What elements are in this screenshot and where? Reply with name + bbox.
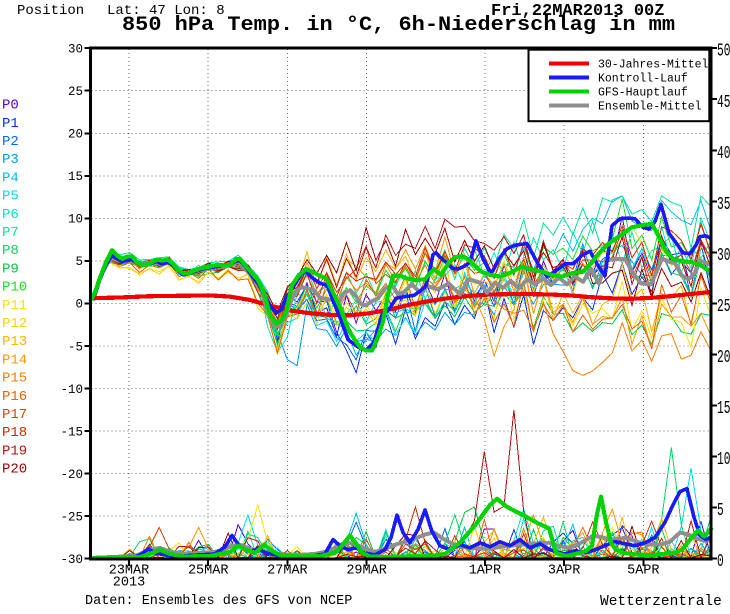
svg-text:Position: Position <box>17 3 84 19</box>
svg-text:5: 5 <box>717 500 724 521</box>
svg-text:0: 0 <box>717 551 724 572</box>
svg-text:10: 10 <box>68 213 83 227</box>
svg-text:Kontroll-Lauf: Kontroll-Lauf <box>598 73 688 86</box>
svg-text:30: 30 <box>68 43 83 57</box>
svg-text:20: 20 <box>717 347 730 368</box>
svg-text:Fri,22MAR2013 00Z: Fri,22MAR2013 00Z <box>491 2 664 21</box>
svg-text:25: 25 <box>68 85 83 99</box>
svg-text:25: 25 <box>717 296 730 317</box>
svg-text:P13: P13 <box>2 334 27 350</box>
svg-text:35: 35 <box>717 194 730 215</box>
svg-text:GFS-Hauptlauf: GFS-Hauptlauf <box>598 87 688 100</box>
svg-text:15: 15 <box>68 170 83 184</box>
svg-text:0: 0 <box>75 298 83 312</box>
svg-text:25MAR: 25MAR <box>188 564 229 579</box>
svg-text:-15: -15 <box>60 425 83 439</box>
svg-text:P0: P0 <box>2 98 19 114</box>
svg-text:-10: -10 <box>60 383 83 397</box>
svg-text:3APR: 3APR <box>548 564 580 579</box>
svg-text:P3: P3 <box>2 152 19 168</box>
svg-text:P1: P1 <box>2 116 19 132</box>
svg-text:30: 30 <box>717 245 730 266</box>
svg-text:40: 40 <box>717 143 730 164</box>
svg-text:P16: P16 <box>2 389 27 405</box>
svg-text:Ensemble-Mittel: Ensemble-Mittel <box>598 101 702 114</box>
svg-text:5: 5 <box>75 255 83 269</box>
svg-text:50: 50 <box>717 41 730 62</box>
svg-text:29MAR: 29MAR <box>346 564 387 579</box>
svg-text:P4: P4 <box>2 170 19 186</box>
svg-text:P17: P17 <box>2 407 27 423</box>
svg-text:27MAR: 27MAR <box>267 564 308 579</box>
svg-text:P5: P5 <box>2 189 19 205</box>
svg-text:P20: P20 <box>2 462 27 478</box>
svg-text:23MAR: 23MAR <box>109 564 150 579</box>
svg-text:10: 10 <box>717 449 730 470</box>
svg-text:Daten: Ensembles des GFS von N: Daten: Ensembles des GFS von NCEP <box>85 594 352 609</box>
svg-text:P9: P9 <box>2 261 19 277</box>
svg-text:P8: P8 <box>2 243 19 259</box>
svg-text:850 hPa Temp. in °C, 6h-Nieder: 850 hPa Temp. in °C, 6h-Niederschlag in … <box>122 14 675 37</box>
svg-text:P10: P10 <box>2 280 27 296</box>
svg-text:2013: 2013 <box>113 576 145 591</box>
svg-text:P19: P19 <box>2 443 27 459</box>
svg-text:P7: P7 <box>2 225 19 241</box>
svg-text:45: 45 <box>717 92 730 113</box>
svg-text:P15: P15 <box>2 371 27 387</box>
svg-text:1APR: 1APR <box>469 564 501 579</box>
svg-text:-20: -20 <box>60 468 83 482</box>
svg-text:-25: -25 <box>60 510 83 524</box>
svg-text:30-Jahres-Mittel: 30-Jahres-Mittel <box>598 59 709 72</box>
svg-text:P11: P11 <box>2 298 27 314</box>
svg-text:15: 15 <box>717 398 730 419</box>
svg-text:P2: P2 <box>2 134 19 150</box>
svg-text:Lat: 47 Lon: 8: Lat: 47 Lon: 8 <box>107 3 225 19</box>
svg-text:P18: P18 <box>2 425 27 441</box>
svg-text:Wetterzentrale: Wetterzentrale <box>600 594 722 609</box>
svg-text:5APR: 5APR <box>627 564 659 579</box>
svg-text:-30: -30 <box>60 553 83 567</box>
svg-text:20: 20 <box>68 128 83 142</box>
svg-text:P14: P14 <box>2 352 27 368</box>
svg-text:P12: P12 <box>2 316 27 332</box>
svg-text:P6: P6 <box>2 207 19 223</box>
svg-text:-5: -5 <box>68 340 83 354</box>
